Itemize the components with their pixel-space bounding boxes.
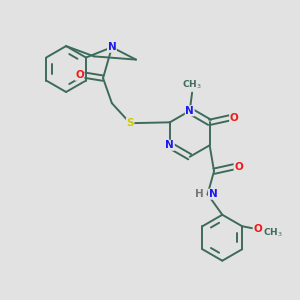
Text: O: O [253, 224, 262, 234]
Text: O: O [234, 162, 243, 172]
Text: N: N [166, 140, 174, 150]
Text: N: N [185, 106, 194, 116]
Text: CH$_3$: CH$_3$ [182, 79, 202, 91]
Text: N: N [107, 42, 116, 52]
Text: O: O [75, 70, 84, 80]
Text: N: N [208, 189, 217, 199]
Text: O: O [230, 113, 239, 123]
Text: CH$_3$: CH$_3$ [263, 226, 283, 239]
Text: S: S [126, 118, 134, 128]
Text: H: H [195, 189, 204, 199]
